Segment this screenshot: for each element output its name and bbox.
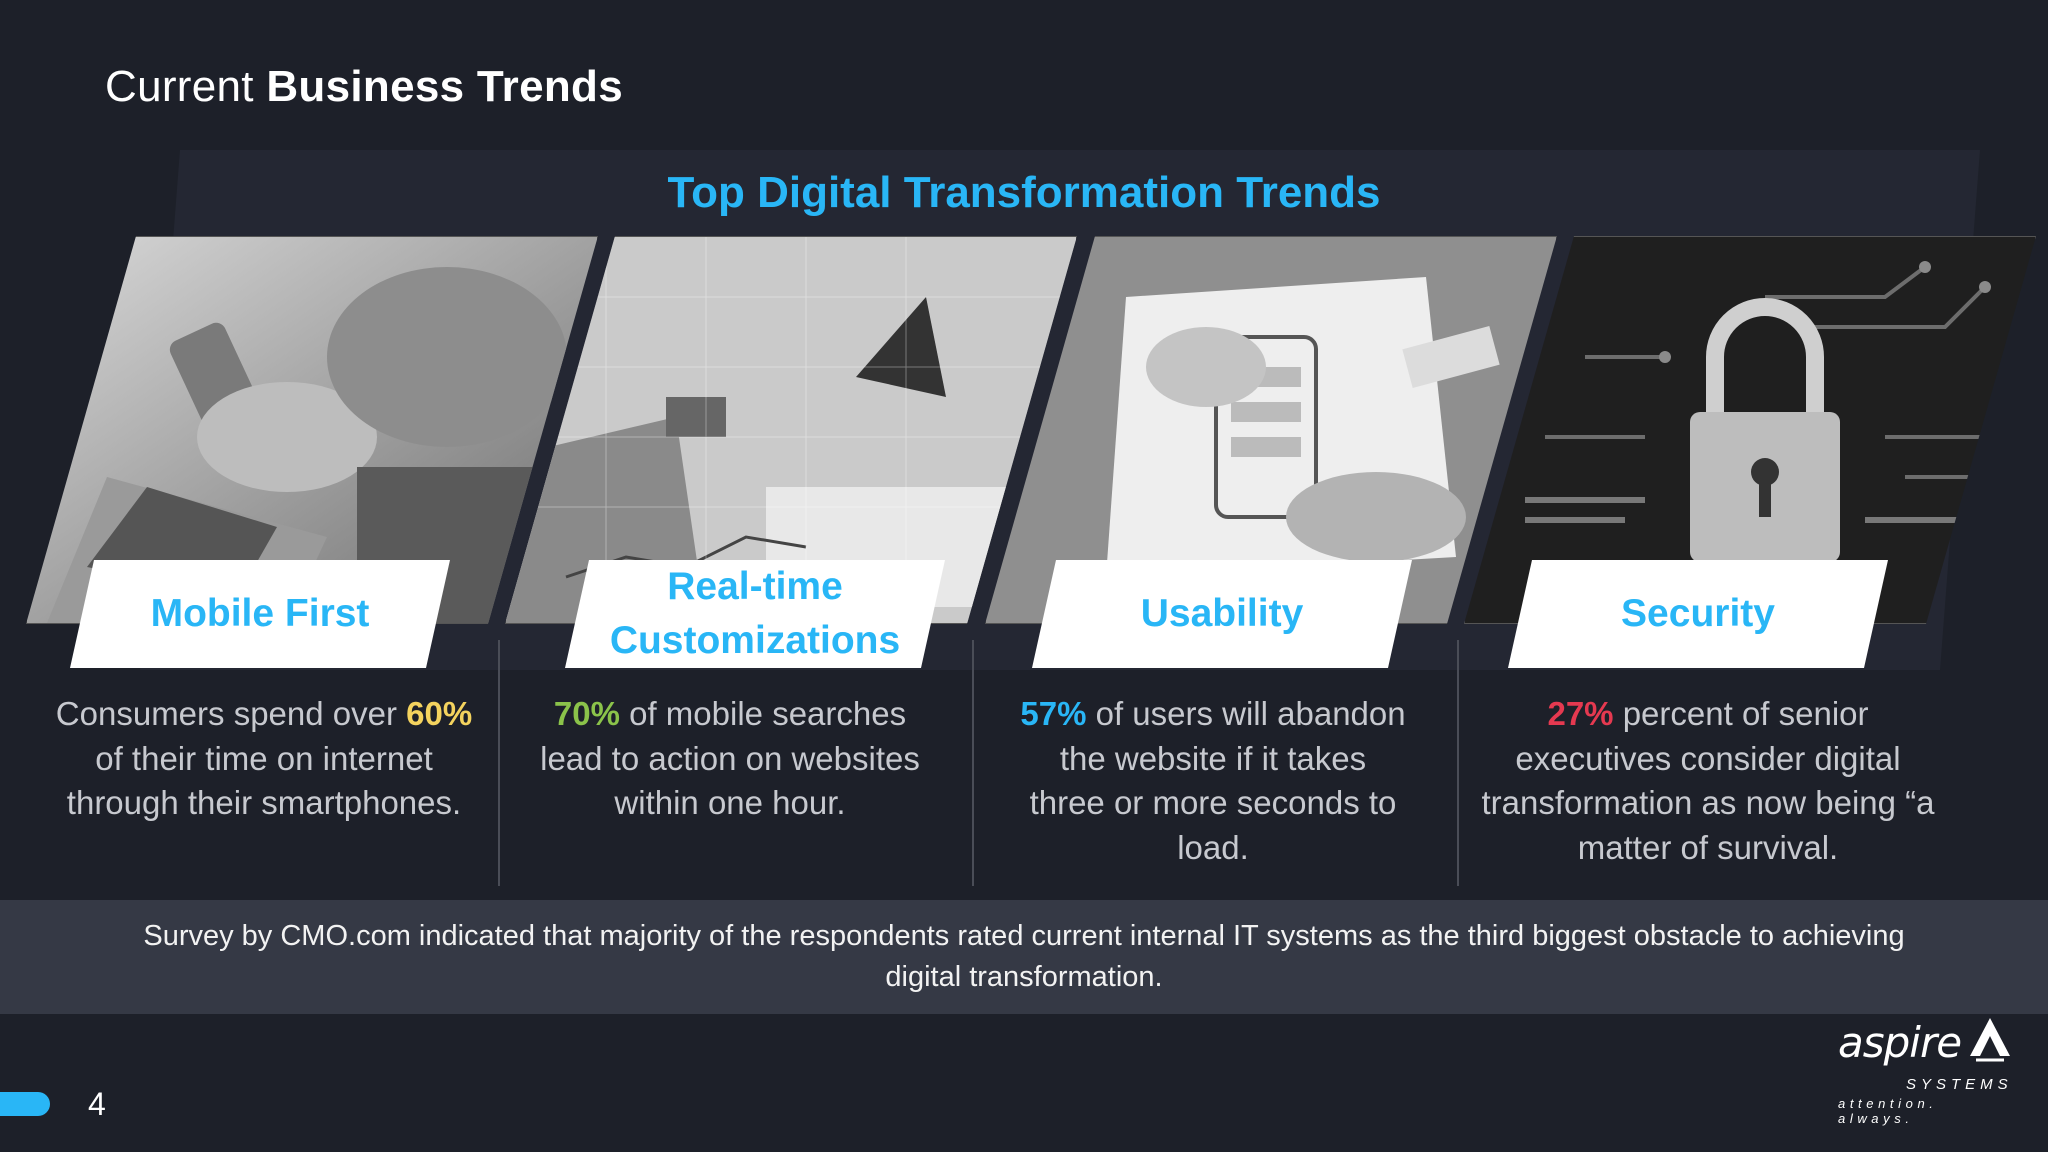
desc-text: percent of senior executives consider di… [1481,695,1935,866]
card-label-text: Security [1621,592,1775,635]
logo-tagline: attention. always. [1838,1096,1938,1126]
card-label-text: Usability [1140,592,1304,635]
logo-word: aspire [1838,1018,1962,1067]
card-label-text: Mobile First [150,592,370,635]
card-desc-security: 27% percent of senior executives conside… [1478,692,1938,870]
card-desc-usability: 57% of users will abandon the website if… [1018,692,1408,870]
card-desc-mobile-first: Consumers spend over 60% of their time o… [44,692,484,826]
card-label-real-time: Real-time Customizations [565,560,945,668]
page-title: Current Business Trends [105,62,623,112]
desc-text: of users will abandon the website if it … [1029,695,1406,866]
divider [972,640,974,886]
page-number: 4 [88,1086,106,1122]
logo-mark-icon [1970,1018,2010,1062]
stat-highlight: 60% [406,695,473,732]
title-regular: Current [105,62,267,111]
page-indicator-pill [0,1092,50,1116]
card-label-usability: Usability [1032,560,1412,668]
card-label-mobile-first: Mobile First [70,560,450,668]
desc-text: Consumers spend over [55,695,407,732]
logo-systems: SYSTEMS [1906,1076,2013,1093]
desc-text: of their time on internet through their … [66,739,462,822]
stat-highlight: 70% [553,695,620,732]
stat-highlight: 27% [1547,695,1614,732]
divider [1457,640,1459,886]
aspire-systems-logo: aspire SYSTEMS attention. always. [1836,1016,2016,1126]
card-label-security: Security [1508,560,1888,668]
card-label-text: Real-time Customizations [609,565,901,662]
survey-text: Survey by CMO.com indicated that majorit… [143,920,1905,993]
desc-text: of mobile searches lead to action on web… [540,695,920,821]
security-photo [1464,236,2036,624]
divider [498,640,500,886]
section-title: Top Digital Transformation Trends [667,168,1381,217]
title-bold: Business Trends [266,62,623,111]
card-desc-real-time: 70% of mobile searches lead to action on… [530,692,930,826]
stat-highlight: 57% [1020,695,1087,732]
usability-photo [985,236,1557,624]
survey-banner: Survey by CMO.com indicated that majorit… [0,900,2048,1014]
